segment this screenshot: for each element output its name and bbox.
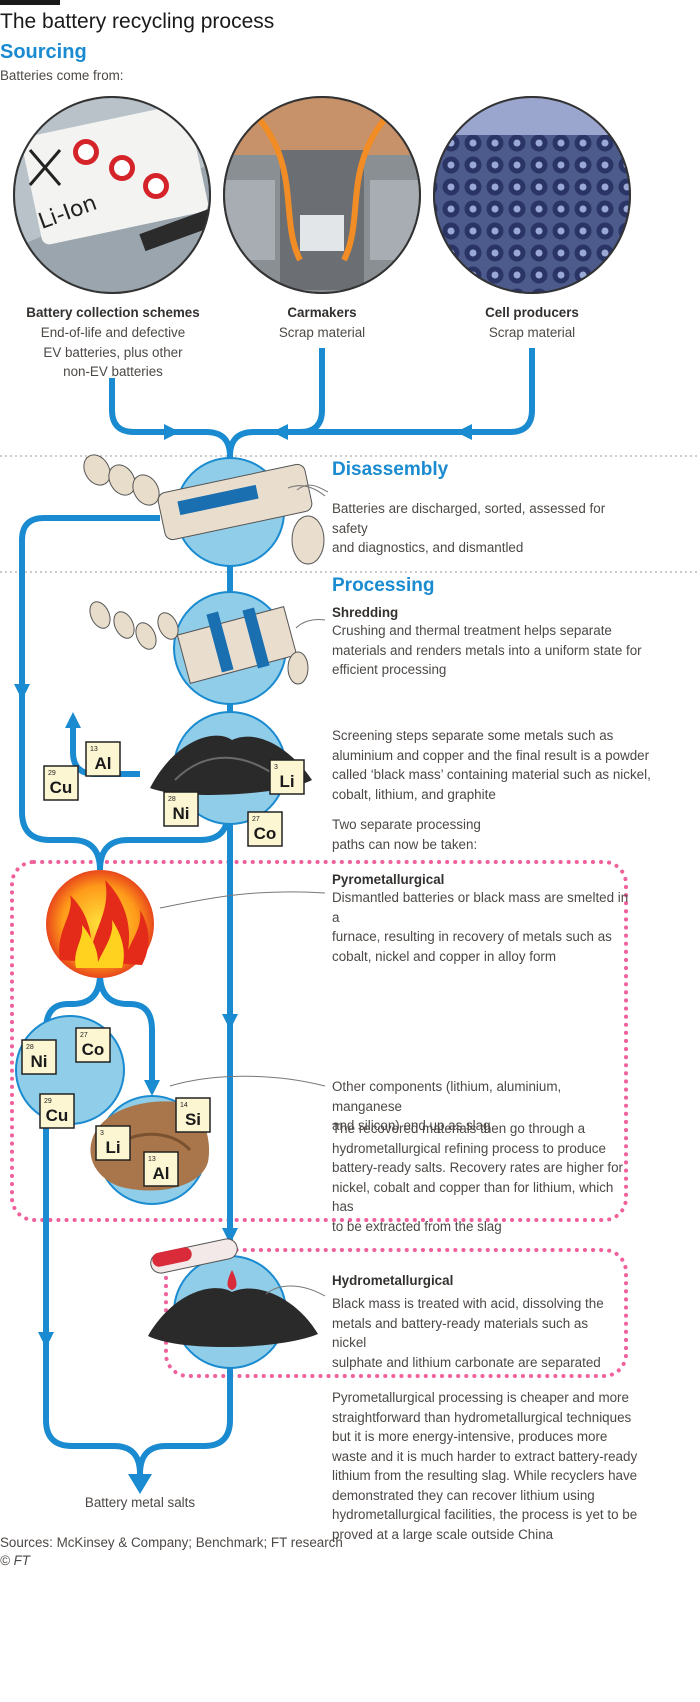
- hydro-title: Hydrometallurgical: [332, 1273, 454, 1288]
- source-name-cell-producers: Cell producers: [485, 305, 579, 320]
- pyro-title: Pyrometallurgical: [332, 872, 445, 887]
- element-symbol: Cu: [50, 778, 73, 797]
- element-symbol: Ni: [31, 1052, 48, 1071]
- element-symbol: Al: [153, 1164, 170, 1183]
- refining-text: The recovered materials then go through …: [332, 1121, 623, 1234]
- shredding-text: Crushing and thermal treatment helps sep…: [332, 623, 642, 677]
- copyright: © FT: [0, 1553, 30, 1568]
- element-symbol: Li: [279, 772, 294, 791]
- element-tiles: 13Al29Cu28Ni3Li27Co28Ni27Co29Cu14Si3Li13…: [21, 741, 305, 1187]
- element-symbol: Si: [185, 1110, 201, 1129]
- element-number: 29: [44, 1098, 52, 1105]
- element-number: 27: [252, 816, 260, 823]
- source-name-collection: Battery collection schemes: [26, 305, 200, 320]
- hydrometallurgical-illustration: [148, 1238, 318, 1369]
- element-number: 13: [148, 1156, 156, 1163]
- collection-photo: Li-Ion: [13, 96, 211, 294]
- furnace-fire-icon: [46, 870, 154, 978]
- element-symbol: Li: [105, 1138, 120, 1157]
- pyro-box: [10, 860, 628, 1222]
- comparison-text: Pyrometallurgical processing is cheaper …: [332, 1390, 638, 1542]
- element-number: 29: [48, 770, 56, 777]
- shredding-illustration: [89, 591, 309, 705]
- flow-arrowheads: [14, 424, 472, 1494]
- element-symbol: Cu: [46, 1106, 69, 1125]
- element-number: 27: [80, 1032, 88, 1039]
- element-number: 3: [274, 764, 278, 771]
- hydro-text: Black mass is treated with acid, dissolv…: [332, 1296, 604, 1370]
- disassembly-heading: Disassembly: [332, 459, 449, 480]
- sourcing-intro: Batteries come from:: [0, 68, 124, 83]
- output-label: Battery metal salts: [84, 1495, 196, 1510]
- cell-producer-photo: [433, 96, 631, 294]
- element-symbol: Al: [95, 754, 112, 773]
- element-symbol: Co: [254, 824, 277, 843]
- element-number: 13: [90, 746, 98, 753]
- element-symbol: Ni: [173, 804, 190, 823]
- element-symbol: Co: [82, 1040, 105, 1059]
- processing-heading: Processing: [332, 575, 435, 596]
- disassembly-text: Batteries are discharged, sorted, assess…: [332, 501, 606, 555]
- ft-top-bar: [0, 0, 60, 5]
- slag-text: Other components (lithium, aluminium, ma…: [332, 1079, 562, 1133]
- sources-note: Sources: McKinsey & Company; Benchmark; …: [0, 1535, 343, 1550]
- source-desc-collection: End-of-life and defective EV batteries, …: [40, 325, 186, 379]
- annotation-pointers: [159, 485, 326, 1297]
- pyro-text: Dismantled batteries or black mass are s…: [332, 890, 629, 964]
- element-tile-li: 3Li: [95, 1125, 131, 1161]
- source-desc-cell-producers: Scrap material: [488, 325, 576, 340]
- source-name-carmakers: Carmakers: [287, 305, 357, 320]
- source-desc-carmakers: Scrap material: [278, 325, 366, 340]
- element-number: 28: [26, 1044, 34, 1051]
- carmaker-photo: [223, 96, 421, 294]
- sourcing-heading: Sourcing: [0, 41, 87, 63]
- shredding-title: Shredding: [332, 605, 399, 620]
- element-number: 14: [180, 1102, 188, 1109]
- screening-text: Screening steps separate some metals suc…: [332, 728, 651, 802]
- processing-paths-text: Two separate processing paths can now be…: [332, 817, 481, 852]
- element-number: 3: [100, 1130, 104, 1137]
- element-number: 28: [168, 796, 176, 803]
- disassembly-illustration: [83, 454, 329, 567]
- element-tile-li: 3Li: [269, 759, 305, 795]
- page-title: The battery recycling process: [0, 10, 275, 33]
